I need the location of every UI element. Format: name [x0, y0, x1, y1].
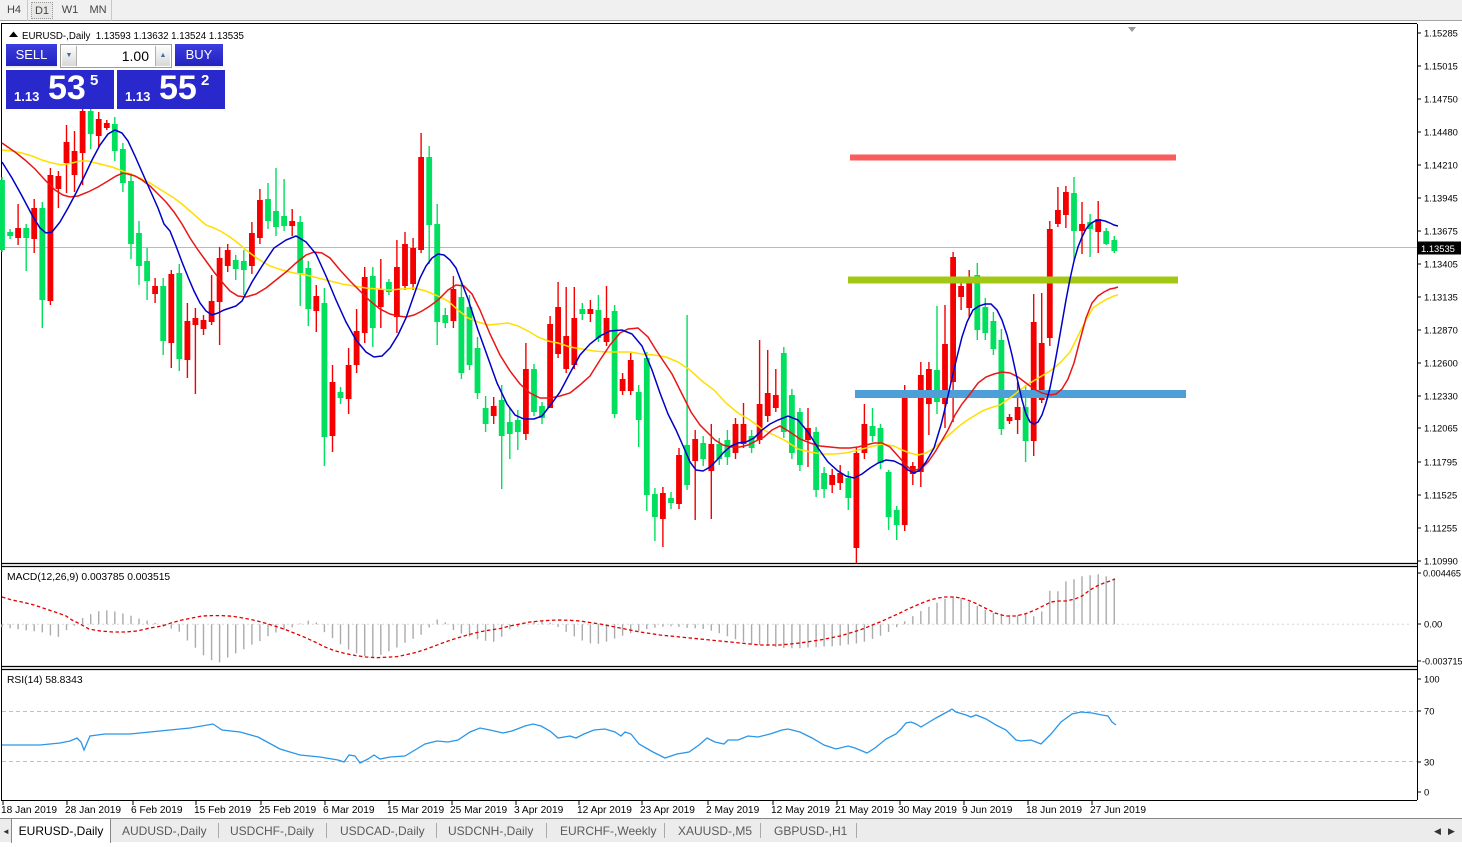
svg-text:3 Apr 2019: 3 Apr 2019: [514, 805, 564, 816]
svg-text:0: 0: [1424, 787, 1429, 798]
svg-text:70: 70: [1424, 706, 1434, 717]
svg-text:0.004465: 0.004465: [1423, 569, 1461, 579]
svg-text:100: 100: [1424, 674, 1440, 685]
svg-text:1.14210: 1.14210: [1424, 160, 1458, 171]
svg-text:6 Feb 2019: 6 Feb 2019: [131, 805, 183, 816]
svg-text:1.11255: 1.11255: [1424, 523, 1457, 534]
svg-text:1.12330: 1.12330: [1424, 391, 1458, 402]
svg-text:1.12870: 1.12870: [1424, 325, 1458, 336]
svg-text:1.14480: 1.14480: [1424, 127, 1458, 138]
svg-text:1.15015: 1.15015: [1424, 61, 1458, 72]
svg-text:21 May 2019: 21 May 2019: [835, 805, 894, 816]
svg-text:6 Mar 2019: 6 Mar 2019: [323, 805, 375, 816]
svg-text:EURUSD-,Daily 1.13593 1.13632: EURUSD-,Daily 1.13593 1.13632 1.13524 1.…: [22, 31, 244, 42]
svg-text:-0.003715: -0.003715: [1422, 657, 1462, 667]
svg-text:1.13535: 1.13535: [1421, 243, 1455, 254]
svg-text:25 Mar 2019: 25 Mar 2019: [450, 805, 508, 816]
svg-text:1.13405: 1.13405: [1424, 259, 1458, 270]
svg-text:9 Jun 2019: 9 Jun 2019: [962, 805, 1013, 816]
svg-text:12 Apr 2019: 12 Apr 2019: [577, 805, 632, 816]
svg-text:1.14750: 1.14750: [1424, 94, 1458, 105]
svg-text:15 Feb 2019: 15 Feb 2019: [194, 805, 252, 816]
svg-text:1.15285: 1.15285: [1424, 28, 1458, 39]
svg-text:1.13945: 1.13945: [1424, 193, 1458, 204]
svg-text:18 Jun 2019: 18 Jun 2019: [1026, 805, 1082, 816]
svg-text:23 Apr 2019: 23 Apr 2019: [640, 805, 695, 816]
svg-text:15 Mar 2019: 15 Mar 2019: [387, 805, 445, 816]
svg-text:1.13135: 1.13135: [1424, 292, 1458, 303]
svg-text:1.11525: 1.11525: [1424, 490, 1457, 501]
svg-text:MACD(12,26,9) 0.003785 0.00351: MACD(12,26,9) 0.003785 0.003515: [7, 572, 170, 583]
svg-text:1.12600: 1.12600: [1424, 358, 1458, 369]
svg-text:18 Jan 2019: 18 Jan 2019: [1, 805, 57, 816]
svg-text:1.11795: 1.11795: [1424, 457, 1457, 468]
svg-text:12 May 2019: 12 May 2019: [771, 805, 830, 816]
svg-text:27 Jun 2019: 27 Jun 2019: [1090, 805, 1146, 816]
svg-text:25 Feb 2019: 25 Feb 2019: [259, 805, 317, 816]
svg-text:30 May 2019: 30 May 2019: [898, 805, 957, 816]
svg-text:2 May 2019: 2 May 2019: [706, 805, 760, 816]
svg-text:28 Jan 2019: 28 Jan 2019: [65, 805, 121, 816]
svg-text:1.10990: 1.10990: [1424, 556, 1458, 567]
svg-text:1.13675: 1.13675: [1424, 226, 1458, 237]
svg-text:30: 30: [1424, 757, 1434, 768]
svg-text:1.12065: 1.12065: [1424, 423, 1458, 434]
svg-text:RSI(14) 58.8343: RSI(14) 58.8343: [7, 675, 83, 686]
svg-text:0.00: 0.00: [1424, 619, 1442, 630]
